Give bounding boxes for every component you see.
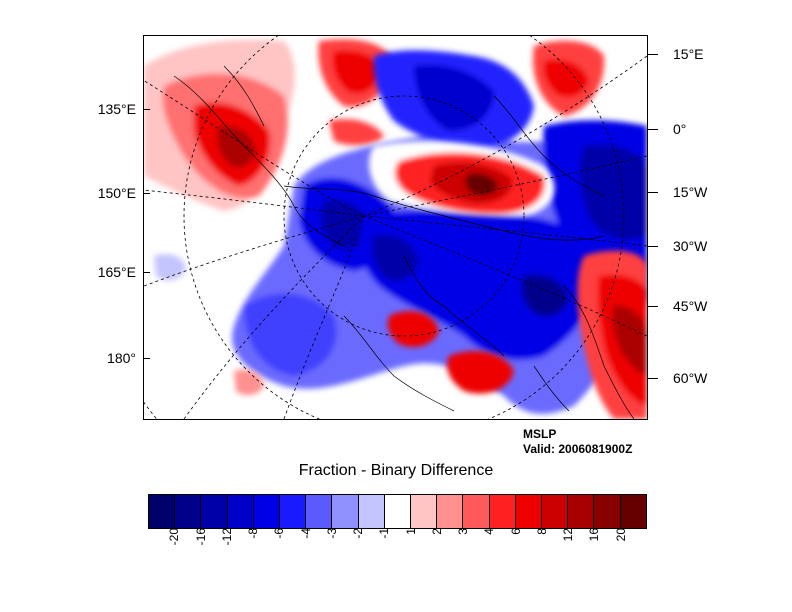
colorbar-swatch [594,495,621,528]
map-label-right-15w: 15°W [673,184,708,200]
colorbar-tick-label: 8 [534,528,549,535]
colorbar-swatch [201,495,228,528]
map-plot [143,35,648,420]
colorbar-tick-label: -20 [167,528,182,546]
colorbar [148,494,647,529]
colorbar-swatch [253,495,281,528]
tick-left-180 [143,358,150,359]
tick-left-150e [143,193,150,194]
colorbar-tick-label: -1 [377,528,392,539]
colorbar-tick-label: 4 [482,528,497,535]
colorbar-swatch [515,495,543,528]
colorbar-tick-label: -6 [272,528,287,539]
colorbar-swatch [568,495,595,528]
map-label-left-150e: 150°E [97,185,136,201]
colorbar-swatch [175,495,202,528]
tick-right-45w [648,306,658,307]
colorbar-swatch [332,495,359,528]
colorbar-tick-label: 16 [587,528,602,542]
colorbar-swatch [411,495,438,528]
tick-right-15w [648,192,658,193]
colorbar-tick-label: 20 [613,528,628,542]
negative-anomaly [154,50,647,414]
valid-time: Valid: 2006081900Z [523,442,633,456]
positive-anomaly-south [234,311,514,396]
graticule [144,36,647,419]
coastlines [173,65,635,419]
colorbar-tick-label: 1 [403,528,418,535]
colorbar-swatch [280,495,307,528]
map-label-right-60w: 60°W [673,370,708,386]
colorbar-tick-label: 6 [508,528,523,535]
colorbar-swatch [620,495,646,528]
tick-right-0 [648,129,658,130]
central-positive-anomaly [369,141,555,217]
colorbar-labels: -20 -16 -12 -8 -6 -4 -3 -2 -1 1 2 3 4 6 8 12 16 20 [148,528,647,573]
colorbar-swatch [306,495,333,528]
colorbar-tick-label: -16 [193,528,208,546]
colorbar-tick-label: 2 [429,528,444,535]
tick-left-135e [143,109,150,110]
map-label-left-165e: 165°E [97,264,136,280]
positive-anomaly-east [577,250,647,419]
tick-right-60w [648,378,658,379]
colorbar-tick-label: -3 [324,528,339,539]
positive-anomaly-west [144,39,295,211]
map-label-left-180: 180° [107,350,136,366]
tick-right-30w [648,246,658,247]
colorbar-swatch [227,495,254,528]
colorbar-swatch [542,495,569,528]
colorbar-swatch [463,495,490,528]
colorbar-tick-label: -2 [351,528,366,539]
colorbar-tick-label: -4 [298,528,313,539]
map-field-svg [144,36,647,419]
tick-right-15e [648,54,658,55]
colorbar-caption: Fraction - Binary Difference [298,462,494,479]
field-name: MSLP [523,427,557,441]
colorbar-tick-label: 3 [456,528,471,535]
colorbar-swatch [149,495,176,528]
colorbar-swatch [358,495,385,528]
colorbar-tick-label: 12 [561,528,576,542]
colorbar-tick-label: -8 [246,528,261,539]
colorbar-tick-label: -12 [219,528,234,546]
map-label-right-15e: 15°E [673,46,704,62]
tick-left-165e [143,272,150,273]
colorbar-swatch [489,495,516,528]
map-label-right-30w: 30°W [673,238,708,254]
colorbar-swatch [384,495,412,528]
colorbar-swatch [437,495,464,528]
map-label-right-0: 0° [673,121,687,137]
map-label-right-45w: 45°W [673,298,708,314]
map-label-left-135e: 135°E [97,101,136,117]
